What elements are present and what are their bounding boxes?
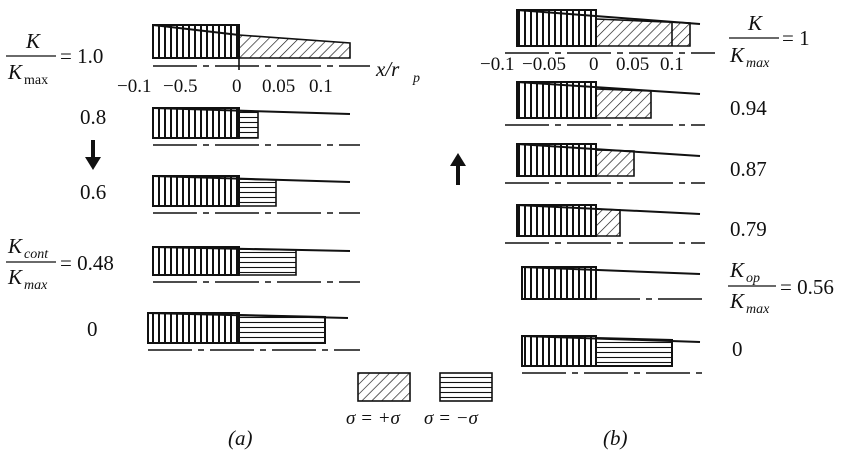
row-value-a5: 0 [87,317,98,341]
axis-label-sub: p [412,71,420,86]
ratio-den-sub: max [24,73,48,88]
tick-label: −0.1 [480,54,514,75]
tick-label: −0.1 [117,76,151,97]
ratio-label-top-b: K K max = 1 [729,11,810,71]
stress-row-a3 [152,175,360,214]
ratio-den: K [7,265,23,289]
ratio-value: = 0.56 [780,275,834,299]
panel-b: −0.1 −0.05 0 0.05 0.1 K K max = 1 0.94 [480,9,834,450]
ratio-den: K [729,289,745,313]
row-value-b2: 0.94 [730,96,767,120]
ratio-den-sub: max [24,278,48,293]
tick-label: −0.05 [522,54,566,75]
stress-row-a4 [152,246,360,283]
legend-swatch-compression [439,372,493,402]
ratio-value: = 0.48 [60,251,114,275]
ratio-num: K [25,29,41,53]
ratio-den: K [729,43,745,67]
axis-ticks-b: −0.1 −0.05 0 0.05 0.1 [480,54,684,75]
tick-label: 0.1 [309,76,333,97]
legend-label-compression: σ = −σ [424,408,479,429]
tick-label: −0.5 [163,76,197,97]
stress-row-a1 [152,24,370,70]
legend: σ = +σ σ = −σ [346,372,493,429]
axis-ticks-a: −0.1 −0.5 0 0.05 0.1 x/r p [117,57,420,97]
stress-row-b2 [505,81,705,126]
legend-compression: σ = −σ [424,372,493,429]
ratio-num-sub: op [746,271,760,286]
row-value-b3: 0.87 [730,157,767,181]
tick-label: 0 [232,76,242,97]
ratio-num: K [729,258,745,282]
legend-swatch-tension [357,372,411,402]
row-value-b4: 0.79 [730,217,767,241]
row-value-a2: 0.8 [80,105,106,129]
ratio-value: = 1 [782,26,810,50]
arrow-down-icon [85,140,101,170]
caption-a: (a) [228,426,253,450]
stress-row-b4 [505,204,705,244]
panel-a: K K max = 1.0 −0.1 −0.5 0 0.05 0.1 x/r p… [6,24,420,450]
ratio-num: K [747,11,763,35]
stress-row-b3 [505,143,705,184]
tick-label: 0.1 [660,54,684,75]
stress-row-b1 [505,9,715,54]
legend-label-tension: σ = +σ [346,408,401,429]
stress-row-b5 [521,266,705,300]
row-value-b6: 0 [732,337,743,361]
tick-label: 0.05 [262,76,295,97]
ratio-label-cont: K cont K max = 0.48 [6,234,114,293]
ratio-den-sub: max [746,56,770,71]
stress-row-b6 [521,335,705,374]
ratio-label-op: K op K max = 0.56 [728,258,834,317]
ratio-num: K [7,234,23,258]
axis-label: x/r [375,57,400,81]
tick-label: 0.05 [616,54,649,75]
ratio-den-sub: max [746,302,770,317]
stress-row-a5 [147,312,360,351]
ratio-value: = 1.0 [60,44,103,68]
caption-b: (b) [603,426,628,450]
legend-tension: σ = +σ [346,372,411,429]
tick-label: 0 [589,54,599,75]
ratio-label-top-a: K K max = 1.0 [6,29,103,88]
ratio-den: K [7,60,23,84]
row-value-a3: 0.6 [80,180,106,204]
stress-row-a2 [152,107,360,146]
ratio-num-sub: cont [24,247,49,262]
arrow-up-icon [450,153,466,185]
